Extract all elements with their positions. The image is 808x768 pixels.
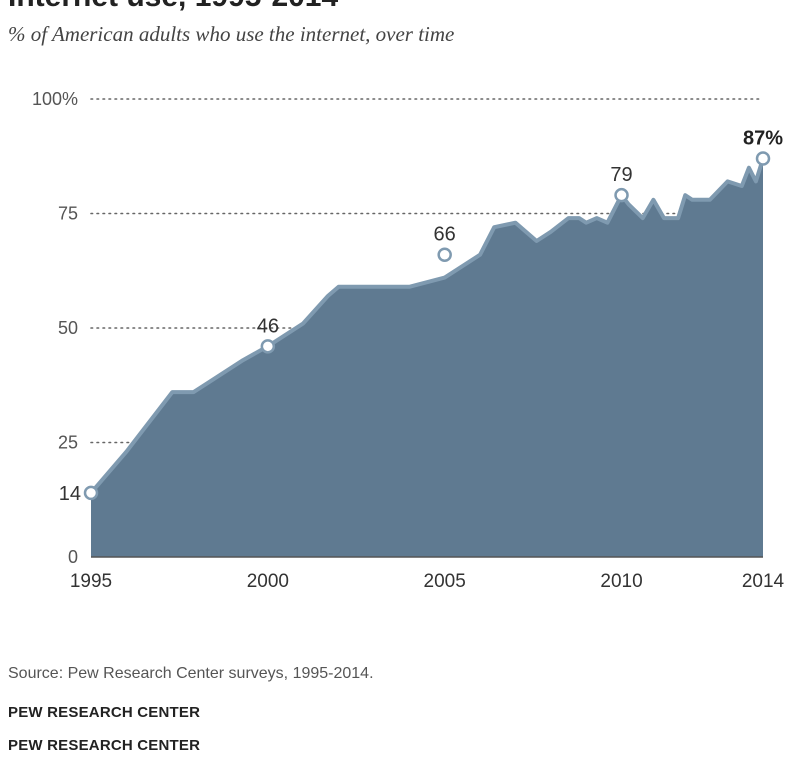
data-point-label: 14: [59, 483, 81, 505]
labeled-points: 14 46 66 79 87%: [59, 128, 783, 505]
y-tick-label: 50: [58, 318, 78, 338]
x-tick-label: 1995: [70, 571, 112, 592]
y-tick-label: 100%: [32, 89, 78, 109]
brand-label: PEW RESEARCH CENTER: [8, 704, 201, 721]
chart-subtitle: % of American adults who use the interne…: [8, 22, 455, 46]
area-fill: [91, 158, 763, 557]
chart-title: Internet use, 1995-2014: [8, 0, 338, 14]
data-point-marker: [260, 339, 276, 354]
data-point-marker: [83, 485, 99, 501]
y-tick-label: 0: [68, 547, 78, 567]
y-tick-label: 25: [58, 433, 78, 453]
x-tick-label: 2014: [742, 571, 785, 592]
data-point-label: 66: [434, 224, 456, 246]
x-tick-label: 2000: [247, 571, 289, 592]
data-point-label: 87%: [743, 128, 783, 150]
axis-ticks: 0 25 50 75 100% 1995 2000 2005 2010 2014: [32, 89, 785, 592]
data-point-marker: [614, 187, 629, 203]
x-tick-label: 2010: [600, 571, 642, 592]
y-tick-label: 75: [58, 204, 78, 224]
source-note: Source: Pew Research Center surveys, 199…: [8, 665, 374, 682]
data-point-marker: [437, 247, 452, 262]
data-point-label: 79: [610, 164, 632, 186]
brand-label-repeat: PEW RESEARCH CENTER: [8, 737, 201, 754]
data-point-marker: [755, 151, 771, 166]
data-point-label: 46: [257, 315, 279, 337]
area-series: [89, 157, 765, 558]
area-chart: 0 25 50 75 100% 1995 2000 2005 2010 2014 14 46 66 79…: [32, 89, 785, 592]
series-line: [89, 157, 765, 495]
x-tick-label: 2005: [424, 571, 466, 592]
